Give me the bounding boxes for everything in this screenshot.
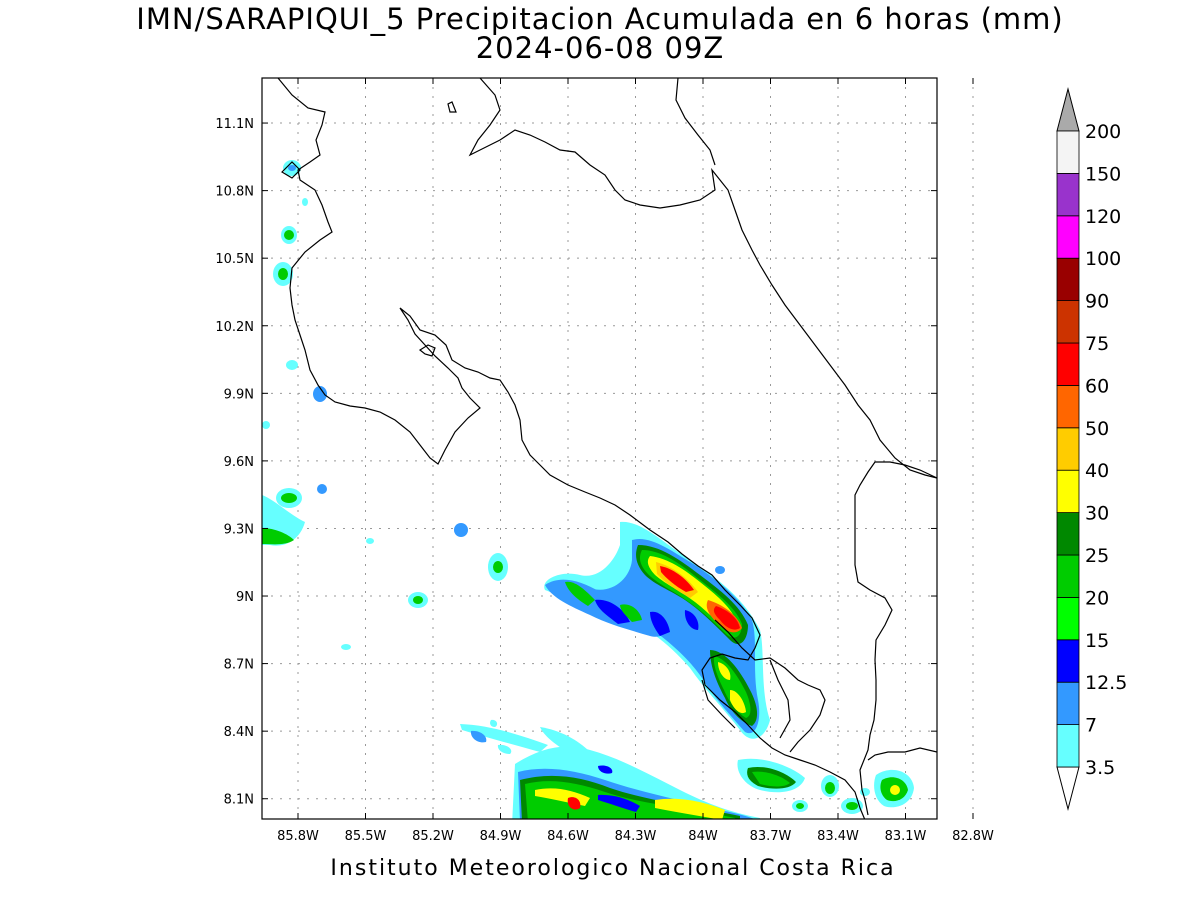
colorbar-swatch xyxy=(1056,300,1080,344)
colorbar-swatch xyxy=(1056,597,1080,641)
lon-tick-label: 83.1W xyxy=(885,829,927,844)
chart-subtitle-date: 2024-06-08 09Z xyxy=(475,31,725,65)
lat-tick-label: 9N xyxy=(236,590,254,605)
colorbar-level-label: 75 xyxy=(1085,333,1109,355)
footer-text: Instituto Meteorologico Nacional Costa R… xyxy=(330,856,896,881)
colorbar-level-label: 15 xyxy=(1085,630,1109,652)
latitude-axis: 11.1N 10.8N 10.5N 10.2N 9.9N 9.6N 9.3N 9N 8.7N 8.… xyxy=(215,117,937,808)
lat-tick-label: 8.1N xyxy=(224,793,254,808)
precip-band-central xyxy=(544,521,770,739)
lon-tick-label: 84.9W xyxy=(480,829,522,844)
chart-title: IMN/SARAPIQUI_5 Precipitacion Acumulada … xyxy=(136,2,1064,36)
colorbar-swatch xyxy=(1056,342,1080,386)
colorbar: 3.5 7 12.5 15 20 25 30 40 50 60 75 90 100 120 150 200 xyxy=(1056,87,1127,811)
lon-tick-label: 84.3W xyxy=(615,829,657,844)
colorbar-level-label: 100 xyxy=(1085,248,1121,270)
lat-tick-label: 8.7N xyxy=(224,658,254,673)
colorbar-swatch xyxy=(1056,469,1080,514)
lat-tick-label: 10.2N xyxy=(215,320,254,335)
colorbar-level-label: 40 xyxy=(1085,460,1109,482)
lon-tick-label: 85.2W xyxy=(412,829,454,844)
colorbar-swatch xyxy=(1056,427,1080,471)
colorbar-level-label: 3.5 xyxy=(1085,757,1115,779)
lat-tick-label: 8.4N xyxy=(224,725,254,740)
colorbar-level-label: 20 xyxy=(1085,587,1109,609)
longitude-axis: 85.8W 85.5W 85.2W 84.9W 84.6W 84.3W 84W 83.7W 83… xyxy=(277,78,994,844)
precip-scattered-cells xyxy=(262,160,914,814)
colorbar-level-label: 150 xyxy=(1085,163,1121,185)
map-gridlines xyxy=(262,78,974,819)
map-frame xyxy=(261,77,938,820)
lat-tick-label: 9.6N xyxy=(224,455,254,470)
colorbar-max-triangle xyxy=(1056,87,1080,132)
lat-tick-label: 10.8N xyxy=(215,185,254,200)
colorbar-level-label: 200 xyxy=(1085,121,1121,143)
colorbar-level-label: 7 xyxy=(1085,715,1097,737)
colorbar-swatch xyxy=(1056,257,1080,302)
colorbar-swatch xyxy=(1056,639,1080,683)
colorbar-swatch xyxy=(1056,681,1080,726)
colorbar-level-label: 60 xyxy=(1085,375,1109,397)
lon-tick-label: 84.6W xyxy=(547,829,589,844)
lat-tick-label: 9.3N xyxy=(224,522,254,537)
colorbar-level-label: 120 xyxy=(1085,206,1121,228)
colorbar-swatch xyxy=(1056,130,1080,174)
coastlines xyxy=(277,78,937,819)
precipitation-field xyxy=(262,78,937,819)
colorbar-swatch xyxy=(1056,512,1080,556)
colorbar-swatch xyxy=(1056,724,1080,768)
lon-tick-label: 82.8W xyxy=(952,829,994,844)
lat-tick-label: 11.1N xyxy=(215,117,254,132)
colorbar-swatch xyxy=(1056,215,1080,259)
lon-tick-label: 83.4W xyxy=(817,829,859,844)
lon-tick-label: 83.7W xyxy=(750,829,792,844)
lon-tick-label: 85.8W xyxy=(277,829,319,844)
colorbar-level-label: 12.5 xyxy=(1085,672,1127,694)
footer-credit: Instituto Meteorologico Nacional Costa R… xyxy=(0,856,1200,881)
colorbar-level-label: 90 xyxy=(1085,291,1109,313)
precip-band-south xyxy=(460,719,760,819)
colorbar-swatch xyxy=(1056,384,1080,429)
colorbar-swatch xyxy=(1056,554,1080,598)
colorbar-swatch xyxy=(1056,172,1080,217)
lat-tick-label: 10.5N xyxy=(215,252,254,267)
colorbar-level-label: 30 xyxy=(1085,503,1109,525)
colorbar-min-triangle xyxy=(1056,766,1080,811)
lon-tick-label: 85.5W xyxy=(345,829,387,844)
lat-tick-label: 9.9N xyxy=(224,387,254,402)
colorbar-level-label: 50 xyxy=(1085,418,1109,440)
colorbar-level-label: 25 xyxy=(1085,545,1109,567)
lon-tick-label: 84W xyxy=(688,829,718,844)
